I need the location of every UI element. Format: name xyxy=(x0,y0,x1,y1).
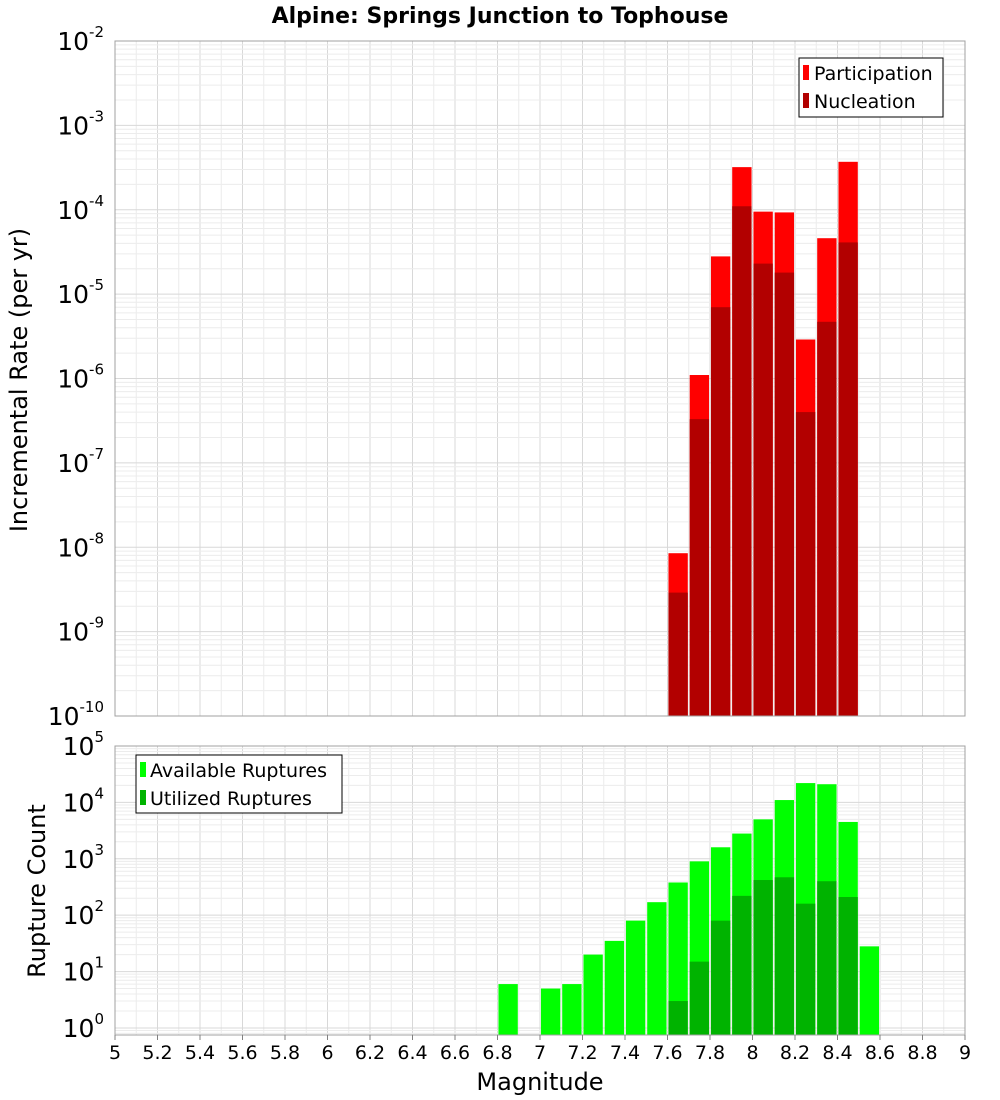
chart-title: Alpine: Springs Junction to Tophouse xyxy=(272,4,729,29)
y-tick-label: 103 xyxy=(63,841,104,874)
magnitude-x-ticks: 5 5.2 5.4 5.6 5.8 6 6.2 6.4 6.6 6.8 7 7.2 7.4 7.6 7.8 8… xyxy=(109,1035,971,1064)
bar-nucleation xyxy=(710,307,731,716)
y-tick-label: 105 xyxy=(63,728,104,761)
bar-available-ruptures xyxy=(583,954,603,1035)
bar-nucleation xyxy=(774,272,795,716)
available-legend-label: Available Ruptures xyxy=(150,760,327,782)
x-tick-label: 5.4 xyxy=(185,1042,215,1064)
x-tick-label: 7.4 xyxy=(610,1042,640,1064)
bar-nucleation xyxy=(795,412,816,716)
participation-swatch xyxy=(803,65,809,80)
bar-utilized-ruptures xyxy=(774,877,795,1035)
bar-available-ruptures xyxy=(859,946,880,1035)
available-swatch xyxy=(140,762,146,777)
x-tick-label: 7.8 xyxy=(695,1042,725,1064)
x-axis-title: Magnitude xyxy=(476,1068,603,1096)
rate-legend: Participation Nucleation xyxy=(798,57,944,118)
y-tick-label: 10-5 xyxy=(57,276,104,309)
y-tick-label: 10-2 xyxy=(57,23,104,56)
rate-legend-box xyxy=(798,57,944,118)
count-y-ticks: 100 101 102 103 104 105 xyxy=(63,728,104,1043)
bar-nucleation xyxy=(689,419,710,716)
y-tick-label: 10-10 xyxy=(48,698,104,731)
bar-utilized-ruptures xyxy=(817,881,837,1035)
bar-available-ruptures xyxy=(604,940,625,1035)
rate-panel: 10-10 10-9 10-8 10-7 10-6 10-5 10-4 10-3 10-2 In… xyxy=(5,23,966,731)
count-legend: Available Ruptures Utilized Ruptures xyxy=(135,754,343,814)
y-tick-label: 10-9 xyxy=(57,614,104,647)
y-tick-label: 104 xyxy=(63,784,104,817)
bar-nucleation xyxy=(817,321,837,716)
x-tick-label: 5.6 xyxy=(227,1042,257,1064)
x-tick-label: 6.6 xyxy=(440,1042,470,1064)
bar-utilized-ruptures xyxy=(732,895,752,1035)
rate-bars xyxy=(668,161,858,717)
bar-available-ruptures xyxy=(647,902,667,1035)
x-tick-label: 8.8 xyxy=(907,1042,937,1064)
bar-nucleation xyxy=(732,206,752,716)
y-tick-label: 10-4 xyxy=(57,192,104,225)
rate-y-axis-title: Incremental Rate (per yr) xyxy=(5,228,33,532)
y-tick-label: 10-8 xyxy=(57,529,104,562)
y-tick-label: 10-7 xyxy=(57,445,104,478)
count-y-axis-title: Rupture Count xyxy=(23,804,51,978)
bar-available-ruptures xyxy=(625,920,646,1035)
x-tick-label: 6.4 xyxy=(397,1042,427,1064)
x-tick-label: 8 xyxy=(746,1042,758,1064)
bar-nucleation xyxy=(753,263,773,716)
bar-utilized-ruptures xyxy=(795,903,816,1035)
y-tick-label: 102 xyxy=(63,897,104,930)
y-tick-label: 101 xyxy=(63,954,104,987)
bar-available-ruptures xyxy=(562,984,582,1035)
x-tick-label: 6.8 xyxy=(482,1042,512,1064)
rate-plot-frame xyxy=(114,40,966,717)
x-tick-label: 6 xyxy=(321,1042,333,1064)
bar-utilized-ruptures xyxy=(710,920,731,1035)
bar-utilized-ruptures xyxy=(753,880,773,1035)
x-tick-label: 8.2 xyxy=(780,1042,810,1064)
rate-y-ticks: 10-10 10-9 10-8 10-7 10-6 10-5 10-4 10-3 10-2 xyxy=(48,23,104,731)
x-tick-label: 5.8 xyxy=(270,1042,300,1064)
x-tick-label: 5 xyxy=(109,1042,121,1064)
x-tick-label: 6.2 xyxy=(355,1042,385,1064)
y-tick-label: 10-6 xyxy=(57,361,104,394)
nucleation-legend-label: Nucleation xyxy=(814,91,916,113)
count-bars xyxy=(498,783,880,1035)
x-tick-label: 5.2 xyxy=(142,1042,172,1064)
bar-utilized-ruptures xyxy=(668,1001,688,1035)
x-tick-label: 7.2 xyxy=(567,1042,597,1064)
utilized-swatch xyxy=(140,790,146,805)
bar-available-ruptures xyxy=(540,988,561,1035)
bar-utilized-ruptures xyxy=(838,897,858,1035)
bar-available-ruptures xyxy=(498,984,518,1035)
bar-utilized-ruptures xyxy=(689,961,710,1035)
utilized-legend-label: Utilized Ruptures xyxy=(150,788,312,810)
participation-legend-label: Participation xyxy=(814,63,933,85)
bar-nucleation xyxy=(838,242,858,716)
x-tick-label: 7.6 xyxy=(652,1042,682,1064)
x-tick-label: 8.4 xyxy=(822,1042,852,1064)
y-tick-label: 100 xyxy=(63,1010,104,1043)
y-tick-label: 10-3 xyxy=(57,107,104,140)
x-tick-label: 8.6 xyxy=(865,1042,895,1064)
x-tick-label: 9 xyxy=(959,1042,971,1064)
bar-nucleation xyxy=(668,592,688,716)
bar-available-ruptures xyxy=(668,882,688,1035)
count-legend-box xyxy=(135,754,343,814)
x-tick-label: 7 xyxy=(534,1042,546,1064)
nucleation-swatch xyxy=(803,93,809,108)
count-panel: 100 101 102 103 104 105 Rupture Count Availab… xyxy=(23,728,971,1096)
rate-gridlines xyxy=(114,40,966,717)
